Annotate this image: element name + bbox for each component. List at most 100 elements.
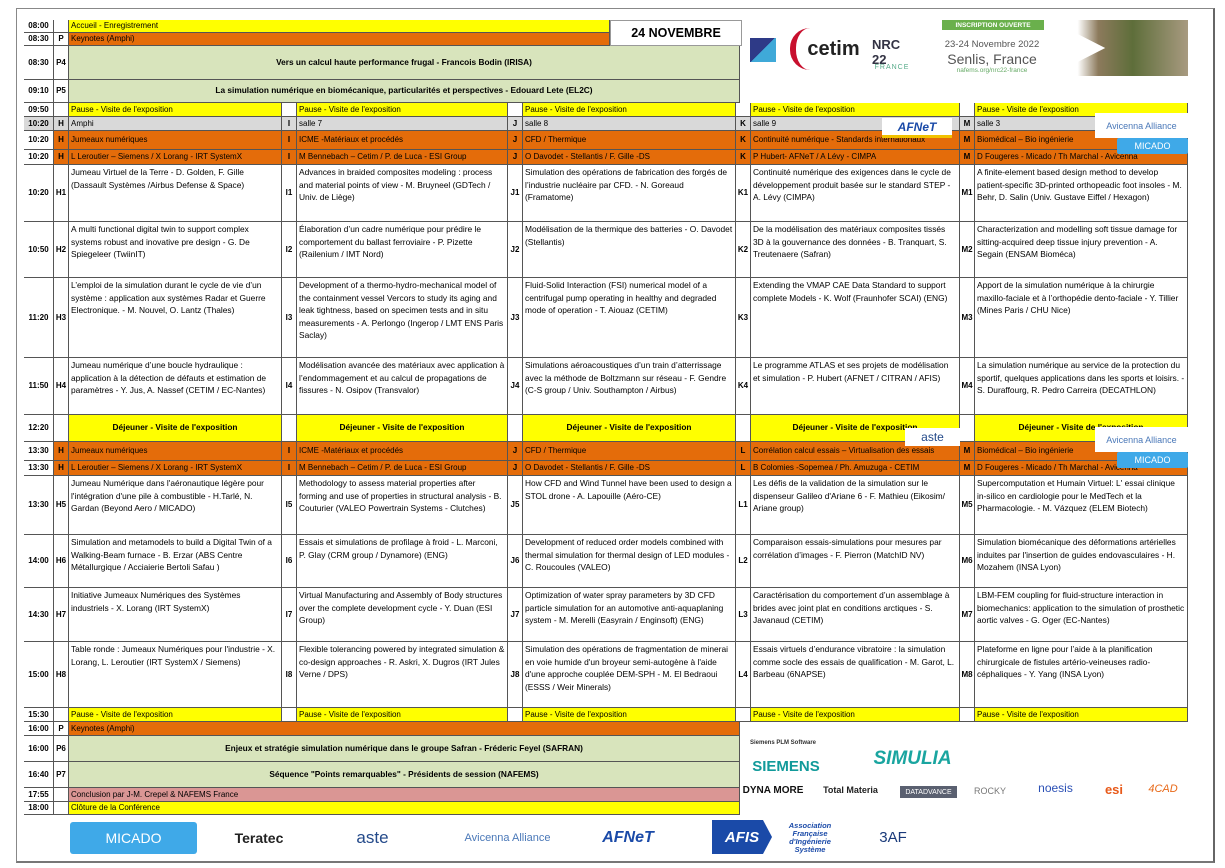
- simulia-logo: SIMULIA: [873, 748, 952, 769]
- talk-cell[interactable]: Simulation des opérations de fabrication…: [523, 165, 736, 222]
- talk-cell[interactable]: Jumeau numérique d’une boucle hydrauliqu…: [69, 358, 282, 415]
- talk-cell[interactable]: Flexible tolerancing powered by integrat…: [297, 642, 508, 708]
- talk-cell[interactable]: Modélisation avancée des matériaux avec …: [297, 358, 508, 415]
- talk-code: I8: [282, 642, 297, 708]
- track-code: L: [736, 442, 751, 461]
- plenary-row: Accueil - Enregistrement: [69, 20, 610, 33]
- time-cell: 08:30: [24, 33, 54, 46]
- nrc-logo: NRC 22: [872, 37, 901, 67]
- plenary-row: Keynotes (Amphi): [69, 722, 740, 736]
- talk-cell[interactable]: Caractérisation du comportement d’un ass…: [751, 588, 960, 642]
- talk-code: H3: [54, 278, 69, 358]
- talk-code: M5: [960, 476, 975, 535]
- micado-overlay-logo: MICADO: [1117, 452, 1188, 468]
- code-cell: P: [54, 33, 69, 46]
- talk-cell[interactable]: Comparaison essais-simulations pour mesu…: [751, 535, 960, 588]
- code-cell-empty: [508, 415, 523, 442]
- talk-cell[interactable]: Simulation des opérations de fragmentati…: [523, 642, 736, 708]
- talk-cell[interactable]: Jumeau Virtuel de la Terre - D. Golden, …: [69, 165, 282, 222]
- avicenna-logo: Avicenna Alliance: [464, 832, 551, 844]
- aste-overlay-logo: aste: [905, 428, 960, 446]
- talk-cell[interactable]: A multi functional digital twin to suppo…: [69, 222, 282, 278]
- talk-cell[interactable]: Continuité numérique des exigences dans …: [751, 165, 960, 222]
- talk-code: I6: [282, 535, 297, 588]
- time-cell: 10:20: [24, 165, 54, 222]
- talk-cell[interactable]: Essais et simulations de profilage à fro…: [297, 535, 508, 588]
- time-cell: 16:00: [24, 736, 54, 762]
- talk-cell[interactable]: Virtual Manufacturing and Assembly of Bo…: [297, 588, 508, 642]
- talk-cell[interactable]: Methodology to assess material propertie…: [297, 476, 508, 535]
- talk-code: L2: [736, 535, 751, 588]
- talk-cell[interactable]: Jumeau Numérique dans l'aéronautique lég…: [69, 476, 282, 535]
- cetim-logo: cetim: [790, 28, 865, 70]
- talk-cell[interactable]: Advances in braided composites modeling …: [297, 165, 508, 222]
- talk-cell[interactable]: Simulations aéroacoustiques d’un train d…: [523, 358, 736, 415]
- session-title: Corrélation calcul essais – Virtualisati…: [751, 442, 960, 461]
- talk-cell[interactable]: Élaboration d’un cadre numérique pour pr…: [297, 222, 508, 278]
- talk-code: M7: [960, 588, 975, 642]
- talk-cell[interactable]: Supercomputation et Humain Virtuel: L' e…: [975, 476, 1188, 535]
- talk-code: M3: [960, 278, 975, 358]
- talk-cell[interactable]: Fluid-Solid Interaction (FSI) numerical …: [523, 278, 736, 358]
- micado-overlay-logo: MICADO: [1117, 138, 1188, 154]
- code-cell-empty: [508, 708, 523, 722]
- talk-cell[interactable]: Plateforme en ligne pour l’aide à la pla…: [975, 642, 1188, 708]
- plenary-row: La simulation numérique en biomécanique,…: [69, 80, 740, 103]
- talk-code: I5: [282, 476, 297, 535]
- time-cell: 15:30: [24, 708, 54, 722]
- code-cell: [54, 20, 69, 33]
- talk-cell[interactable]: Apport de la simulation numérique à la c…: [975, 278, 1188, 358]
- talk-cell[interactable]: Simulation and metamodels to build a Dig…: [69, 535, 282, 588]
- talk-code: K2: [736, 222, 751, 278]
- talk-cell[interactable]: Initiative Jumeaux Numériques des Systèm…: [69, 588, 282, 642]
- sponsor-caption: Siemens PLM Software: [750, 740, 817, 746]
- code-cell: P7: [54, 762, 69, 788]
- talk-cell[interactable]: Extending the VMAP CAE Data Standard to …: [751, 278, 960, 358]
- talk-cell[interactable]: Essais virtuels d’endurance vibratoire :…: [751, 642, 960, 708]
- time-cell: 12:20: [24, 415, 54, 442]
- schedule-page: [16, 8, 1215, 863]
- track-code: J: [508, 150, 523, 165]
- avicenna-overlay-logo: Avicenna Alliance: [1095, 113, 1188, 138]
- talk-cell[interactable]: Modélisation de la thermique des batteri…: [523, 222, 736, 278]
- talk-cell[interactable]: La simulation numérique au service de la…: [975, 358, 1188, 415]
- talk-cell[interactable]: LBM-FEM coupling for fluid-structure int…: [975, 588, 1188, 642]
- talk-cell[interactable]: Characterization and modelling soft tiss…: [975, 222, 1188, 278]
- dynamore-logo: DYNA MORE: [742, 784, 804, 796]
- code-cell-empty: [282, 103, 297, 117]
- plenary-row: Clôture de la Conférence: [69, 802, 740, 815]
- talk-cell[interactable]: How CFD and Wind Tunnel have been used t…: [523, 476, 736, 535]
- rocky-logo: ROCKY: [973, 786, 1006, 796]
- time-cell: 10:20: [24, 117, 54, 131]
- total-materia-logo: Total Materia: [823, 785, 878, 795]
- time-cell: 08:30: [24, 46, 54, 80]
- code-cell-empty: [736, 103, 751, 117]
- talk-cell[interactable]: L’emploi de la simulation durant le cycl…: [69, 278, 282, 358]
- session-title: ICME -Matériaux et procédés: [297, 442, 508, 461]
- talk-code: M2: [960, 222, 975, 278]
- talk-code: I4: [282, 358, 297, 415]
- talk-code: L3: [736, 588, 751, 642]
- talk-cell[interactable]: Development of reduced order models comb…: [523, 535, 736, 588]
- talk-cell[interactable]: Optimization of water spray parameters b…: [523, 588, 736, 642]
- session-chairs: B Colomies -Sopemea / Ph. Amuzuga - CETI…: [751, 461, 960, 476]
- talk-cell[interactable]: A finite-element based design method to …: [975, 165, 1188, 222]
- talk-cell[interactable]: Table ronde : Jumeaux Numériques pour l'…: [69, 642, 282, 708]
- talk-code: K1: [736, 165, 751, 222]
- plenary-row: Enjeux et stratégie simulation numérique…: [69, 736, 740, 762]
- talk-cell[interactable]: Les défis de la validation de la simulat…: [751, 476, 960, 535]
- time-cell: 08:00: [24, 20, 54, 33]
- time-cell: 09:50: [24, 103, 54, 117]
- time-cell: 14:00: [24, 535, 54, 588]
- track-code: H: [54, 442, 69, 461]
- talk-cell[interactable]: De la modélisation des matériaux composi…: [751, 222, 960, 278]
- track-code: I: [282, 150, 297, 165]
- talk-cell[interactable]: Simulation biomécanique des déformations…: [975, 535, 1188, 588]
- talk-cell[interactable]: Le programme ATLAS et ses projets de mod…: [751, 358, 960, 415]
- track-code: M: [960, 150, 975, 165]
- talk-cell[interactable]: Development of a thermo-hydro-mechanical…: [297, 278, 508, 358]
- session-title: Jumeaux numériques: [69, 131, 282, 150]
- time-cell: 16:00: [24, 722, 54, 736]
- session-title: ICME -Matériaux et procédés: [297, 131, 508, 150]
- session-title: Jumeaux numériques: [69, 442, 282, 461]
